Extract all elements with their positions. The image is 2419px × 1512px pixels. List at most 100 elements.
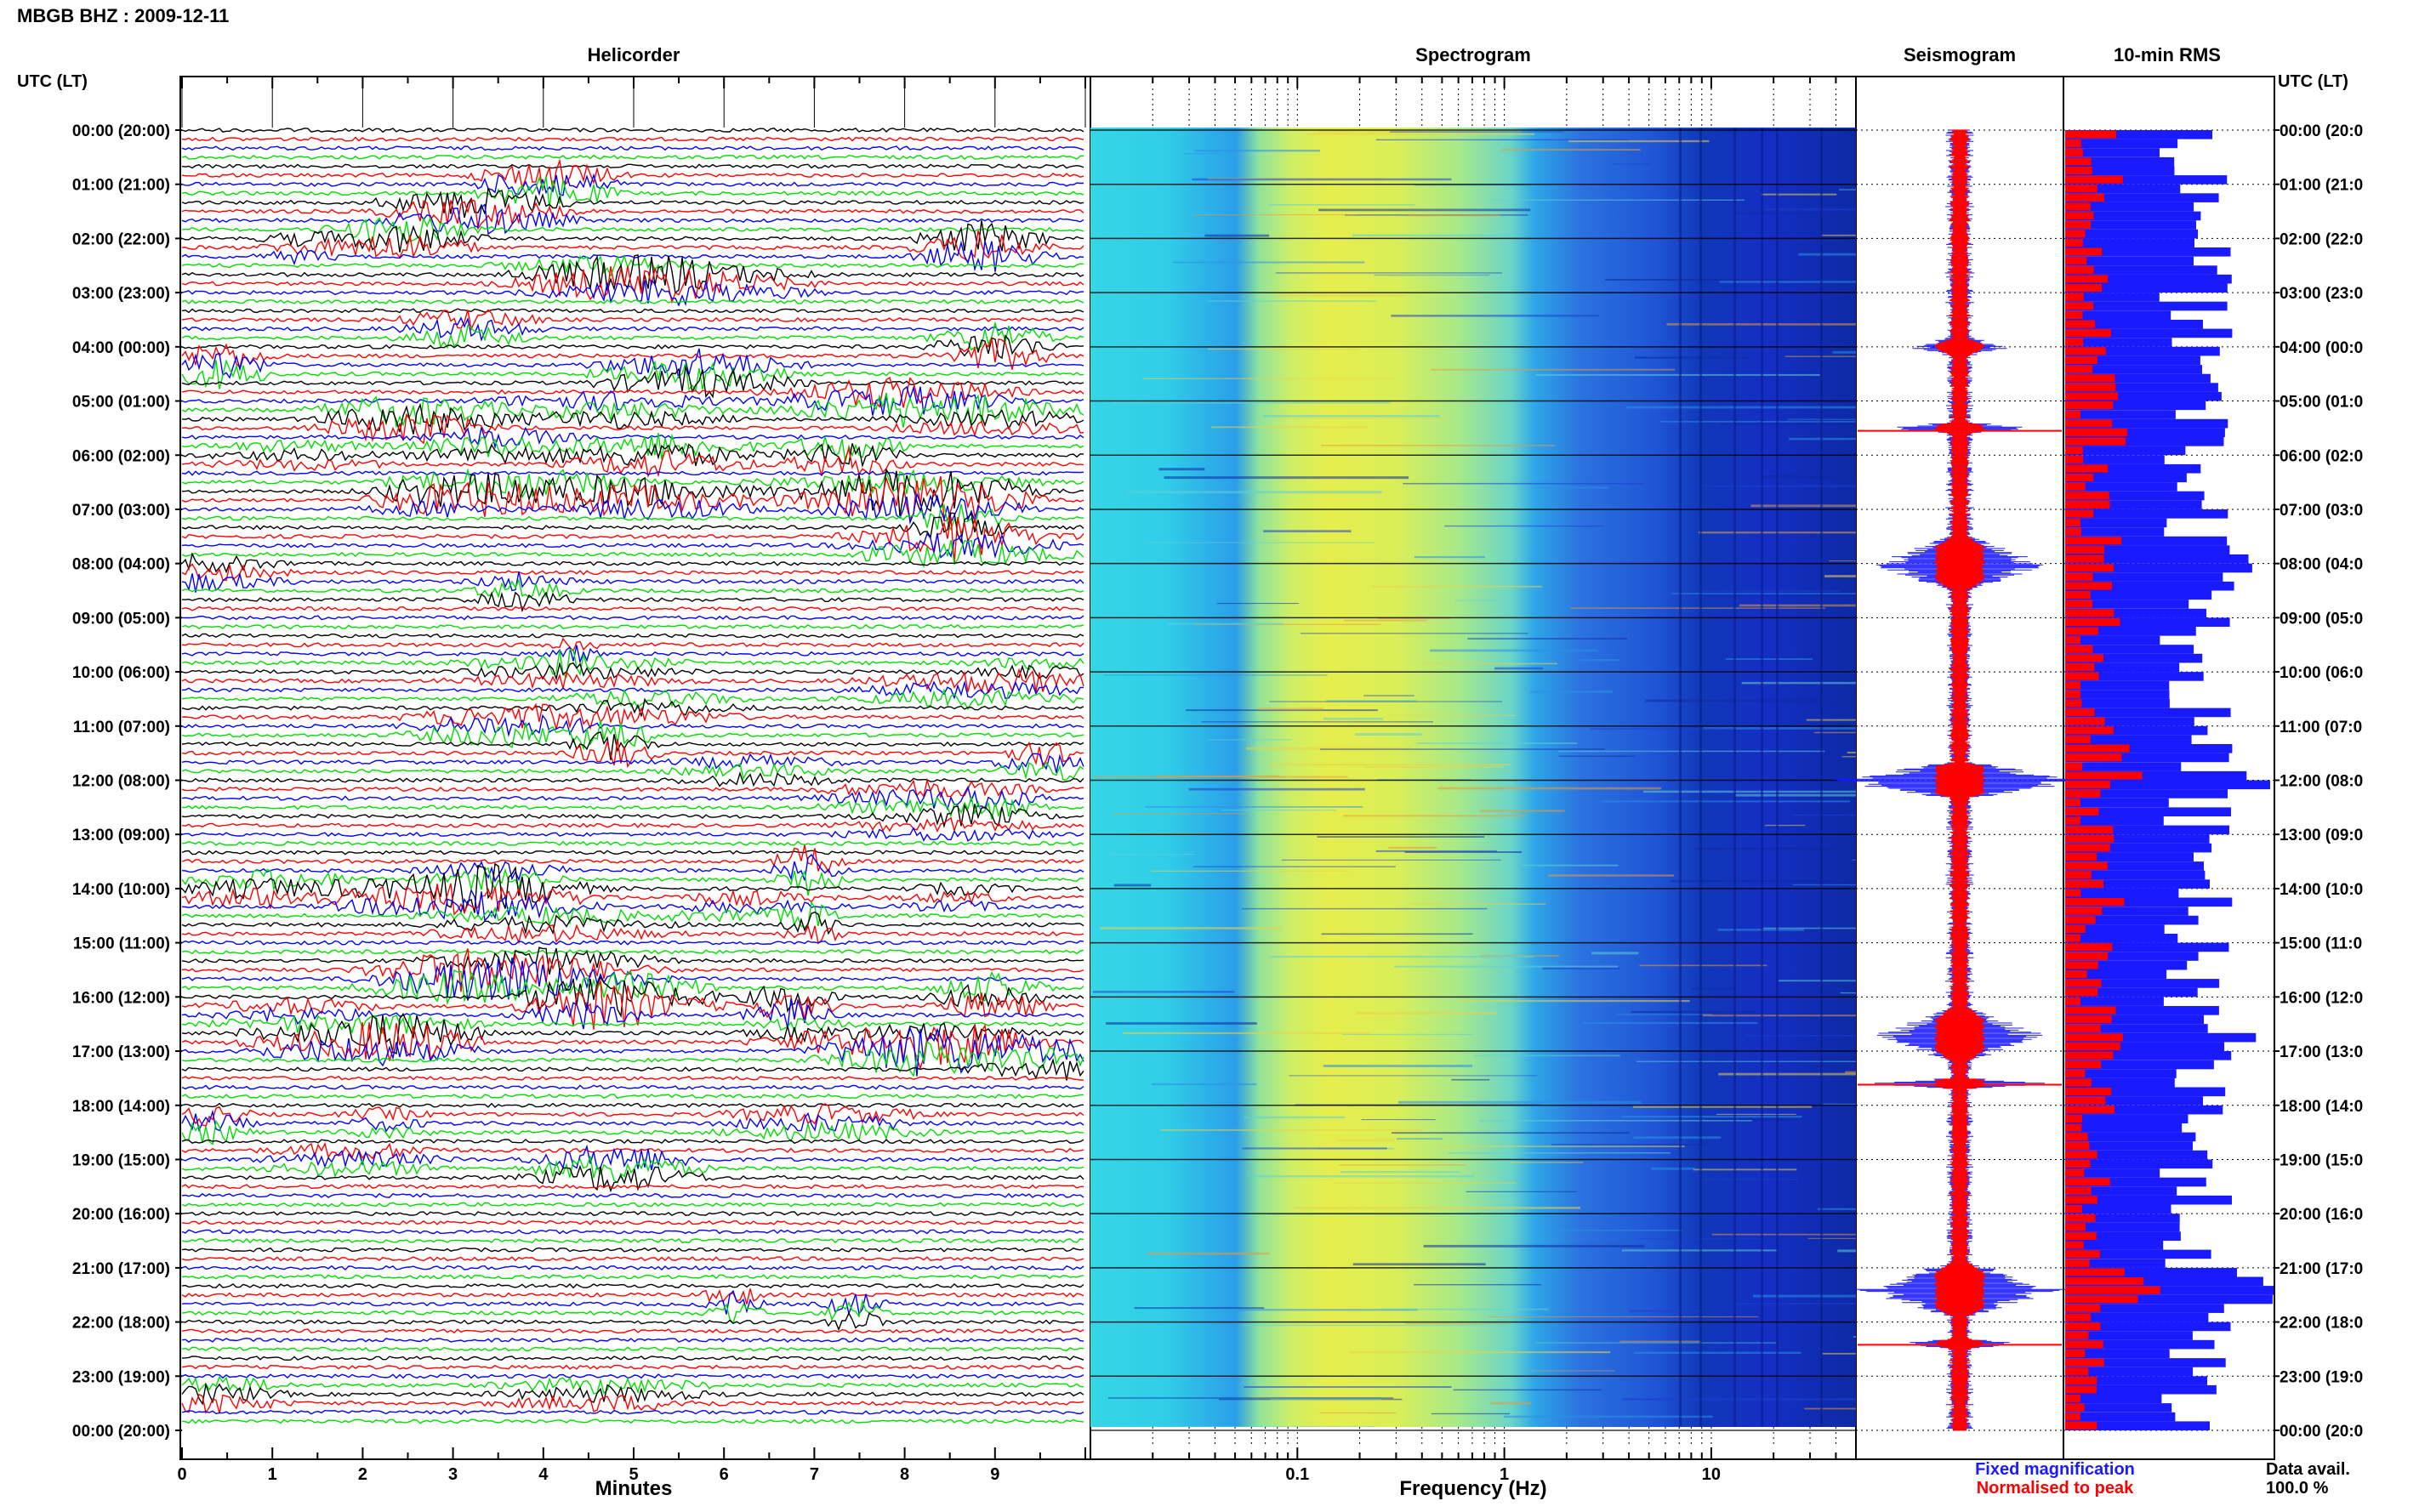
rms-bar-fixed bbox=[2065, 1231, 2181, 1242]
helicorder-trace-line bbox=[181, 145, 1084, 151]
spectrogram-streak bbox=[1397, 1138, 1443, 1140]
spectrogram-streak bbox=[1817, 1208, 1856, 1210]
spectrogram-streak bbox=[1403, 482, 1646, 485]
helicorder-trace-line bbox=[181, 203, 1084, 236]
helicorder-trace-line bbox=[181, 468, 1084, 499]
spectrogram-streak bbox=[1342, 1033, 1475, 1036]
time-label-right: 03:00 (23:0 bbox=[2280, 285, 2363, 303]
rms-bar-fixed bbox=[2065, 627, 2196, 636]
rms-bar-fixed bbox=[2065, 1032, 2257, 1043]
rms-bar-normalised bbox=[2065, 1286, 2160, 1294]
helicorder-trace-line bbox=[181, 1084, 1084, 1090]
rms-bar-fixed bbox=[2065, 301, 2228, 311]
rms-bar-normalised bbox=[2065, 338, 2084, 346]
spectrogram-streak bbox=[1791, 814, 1856, 816]
helicorder-trace-line bbox=[181, 539, 1084, 569]
spectrogram-streak bbox=[1703, 1015, 1856, 1017]
rms-bar-fixed bbox=[2065, 1376, 2207, 1385]
spectrogram-streak bbox=[1479, 810, 1565, 812]
spectrogram-streak bbox=[1763, 927, 1856, 929]
rms-bar-normalised bbox=[2065, 889, 2081, 897]
rms-bar-normalised bbox=[2065, 961, 2098, 969]
rms-bar-normalised bbox=[2065, 699, 2082, 708]
rms-bar-normalised bbox=[2065, 861, 2108, 870]
rms-bar-normalised bbox=[2065, 916, 2096, 924]
rms-bar-normalised bbox=[2065, 1106, 2114, 1114]
spectrogram-streak bbox=[1192, 178, 1452, 181]
spectrogram-streak bbox=[1529, 1370, 1615, 1372]
spectrogram-streak bbox=[1719, 281, 1856, 283]
rms-bar-fixed bbox=[2065, 410, 2176, 419]
spectrogram-streak bbox=[1702, 595, 1856, 598]
spectrogram-streak bbox=[1626, 406, 1856, 409]
helicorder-trace-line bbox=[181, 1283, 1084, 1289]
rms-bar-fixed bbox=[2065, 482, 2177, 492]
rms-bar-normalised bbox=[2065, 1241, 2084, 1249]
spectrogram-streak bbox=[1542, 967, 1620, 969]
spectrogram-streak bbox=[1184, 153, 1222, 155]
rms-bar-fixed bbox=[2065, 247, 2231, 257]
rms-bar-normalised bbox=[2065, 148, 2083, 156]
helicorder-trace-line bbox=[181, 998, 1084, 1030]
rms-bar-fixed bbox=[2065, 934, 2178, 943]
helicorder-trace-line bbox=[181, 128, 1084, 134]
helicorder-trace-line bbox=[181, 1058, 1084, 1081]
spectrogram-streak bbox=[1806, 719, 1856, 721]
helicorder-trace-line bbox=[181, 1364, 1084, 1370]
rms-bar-normalised bbox=[2065, 834, 2114, 843]
rms-bar-fixed bbox=[2065, 698, 2170, 708]
rms-bar-fixed bbox=[2065, 780, 2270, 790]
spectrogram-x-tick-label: 0.1 bbox=[1285, 1465, 1309, 1484]
helicorder-trace-line bbox=[181, 605, 1084, 611]
spectrogram-streak bbox=[1276, 272, 1502, 274]
spectrogram-streak bbox=[1142, 378, 1394, 379]
rms-bar-normalised bbox=[2065, 781, 2110, 789]
spectrogram-streak bbox=[1829, 560, 1856, 562]
spectrogram-streak bbox=[1405, 1322, 1511, 1324]
spectrogram-streak bbox=[1547, 1230, 1682, 1231]
rms-bar-fixed bbox=[2065, 1024, 2208, 1033]
spectrogram-streak bbox=[1845, 1071, 1856, 1074]
helicorder-trace-line bbox=[181, 316, 1084, 342]
rms-bar-normalised bbox=[2065, 500, 2110, 509]
rms-bar-fixed bbox=[2065, 1384, 2217, 1395]
rms-bar-normalised bbox=[2065, 265, 2094, 274]
rms-bar-normalised bbox=[2065, 492, 2109, 500]
rms-bar-normalised bbox=[2065, 762, 2083, 770]
rms-bar-normalised bbox=[2065, 230, 2086, 238]
station-title: MBGB BHZ : 2009-12-11 bbox=[17, 5, 229, 26]
helicorder-trace-line bbox=[181, 1265, 1084, 1270]
spectrogram-streak bbox=[1437, 1145, 1685, 1147]
rms-bar-fixed bbox=[2065, 130, 2212, 139]
rms-bar-normalised bbox=[2065, 898, 2125, 907]
seismogram-trace bbox=[1831, 129, 2088, 1431]
helicorder-trace-line bbox=[181, 1156, 1084, 1184]
spectrogram-streak bbox=[1709, 1118, 1798, 1122]
time-label-left: 21:00 (17:00) bbox=[72, 1260, 170, 1278]
helicorder-trace-line bbox=[181, 816, 1084, 833]
rms-bar-fixed bbox=[2065, 1241, 2164, 1250]
helicorder-trace-line bbox=[181, 591, 1084, 613]
helicorder-xlabel: Minutes bbox=[595, 1477, 673, 1500]
rms-bar-normalised bbox=[2065, 645, 2093, 653]
rms-bar-fixed bbox=[2065, 1339, 2215, 1350]
spectrogram-streak bbox=[1363, 766, 1504, 768]
rms-bar-fixed bbox=[2065, 924, 2165, 935]
rms-bar-normalised bbox=[2065, 1114, 2083, 1123]
spectrogram-streak bbox=[1321, 933, 1473, 935]
rms-bar-fixed bbox=[2065, 1222, 2180, 1232]
helicorder-trace-line bbox=[181, 761, 1084, 781]
spectrogram-streak bbox=[1822, 1103, 1856, 1106]
rms-bar-fixed bbox=[2065, 1304, 2224, 1313]
rms-bar-fixed bbox=[2065, 1259, 2166, 1268]
spectrogram-streak bbox=[1693, 847, 1856, 850]
spectrogram-streak bbox=[1494, 667, 1543, 670]
rms-bar-fixed bbox=[2065, 320, 2203, 329]
spectrogram-streak bbox=[1394, 965, 1619, 968]
time-label-left: 19:00 (15:00) bbox=[72, 1151, 170, 1169]
time-label-left: 05:00 (01:00) bbox=[72, 394, 170, 412]
time-label-right: 16:00 (12:0 bbox=[2280, 989, 2363, 1007]
rms-bar-normalised bbox=[2065, 1395, 2080, 1403]
time-axis-left: 00:00 (20:00) 01:00 (21:00) 02:00 (22:00) 0… bbox=[72, 122, 182, 1441]
spectrogram-streak bbox=[1244, 1324, 1507, 1327]
